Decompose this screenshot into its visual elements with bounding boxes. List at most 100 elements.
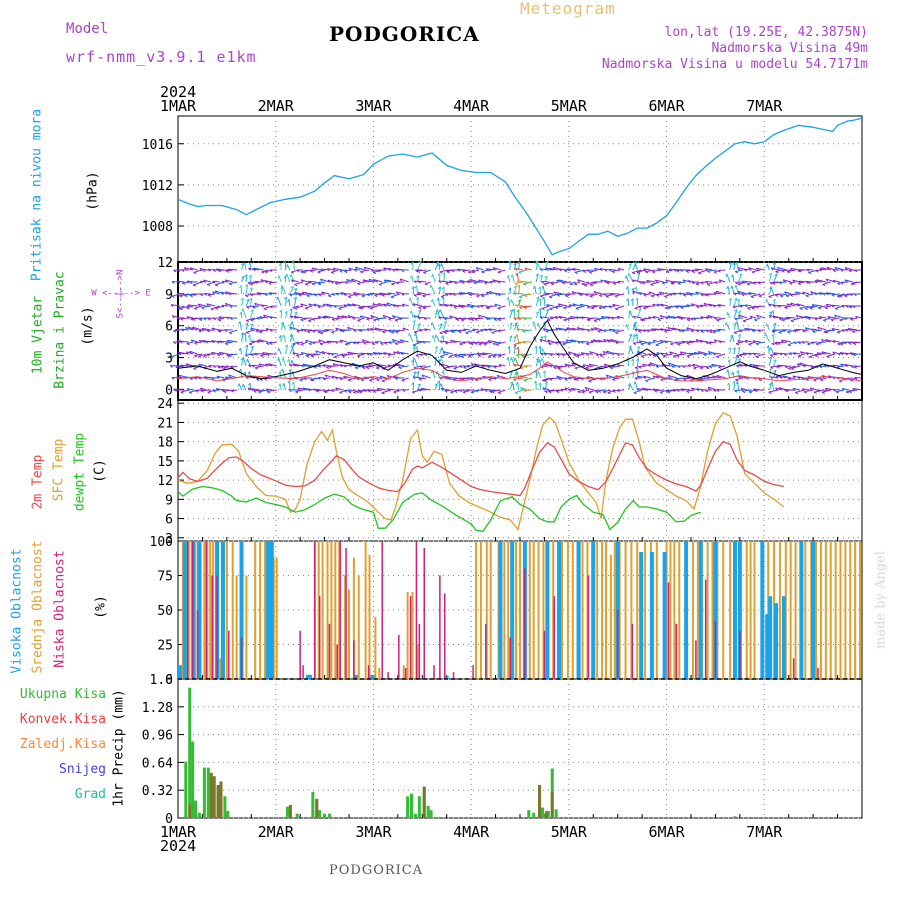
wind-vector-head [514,282,518,286]
wind-vector-head [537,359,541,363]
wind-vector-head [566,318,570,321]
wind-vector-head [169,365,173,368]
wind-vector-head [659,340,663,343]
wind-vector-head [534,369,538,373]
wind-vector-head [247,387,251,391]
wind-vector [497,280,506,283]
wind-vector [736,321,739,331]
wind-vector [740,387,748,391]
wind-vector [387,374,396,379]
wind-vector-head [771,310,774,314]
wind-vector-head [513,317,517,321]
wind-vector-head [698,272,702,275]
wind-vector-head [615,308,619,311]
wind-vector-head [538,308,542,312]
wind-vector-head [282,334,285,338]
wind-vector-head [480,388,484,392]
wind-vector [809,353,818,358]
wind-vector-head [565,339,569,343]
wind-vector-head [605,295,609,298]
cloud-ylabel-high: Visoka Oblacnost [9,548,25,674]
wind-vector-head [768,303,772,307]
wind-vector [377,387,387,391]
wind-vector-head [790,302,793,306]
wind-vector-head [217,354,221,357]
wind-vector-head [664,330,668,333]
wind-vector-head [463,366,467,370]
cloud-bar [639,552,644,679]
wind-vector-head [486,291,489,295]
wind-vector-head [439,323,443,326]
wind-vector [612,303,620,307]
wind-vector-head [250,323,254,326]
wind-vector [304,305,313,309]
wind-vector-head [297,387,301,391]
y-tick-label: 18 [157,436,173,451]
wind-vector-head [603,329,607,333]
wind-vector [254,365,264,369]
wind-vector-head [818,292,822,296]
wind-vector [278,347,282,355]
wind-vector-head [480,365,484,368]
precip-bar [546,811,550,818]
wind-vector [320,278,330,283]
wind-vector-head [489,281,493,284]
wind-vector-head [700,282,704,285]
wind-vector-head [269,292,272,296]
wind-vector-head [699,304,703,308]
wind-vector-head [782,329,786,333]
wind-vector [659,389,669,393]
wind-vector-head [322,364,326,368]
wind-vector-head [358,329,362,332]
wind-vector-head [652,339,656,343]
wind-vector-head [609,367,614,370]
wind-vector-head [229,305,233,308]
wind-vector [544,292,554,295]
wind-vector-head [712,331,716,334]
wind-vector [187,388,194,391]
wind-vector-head [324,374,328,378]
wind-vector-head [177,280,181,284]
wind-vector-head [558,377,562,381]
wind-vector [447,365,458,368]
wind-vector [734,317,743,320]
wind-vector-head [360,379,364,382]
wind-vector-head [413,294,417,297]
wind-vector [488,328,497,331]
wind-vector [792,279,801,283]
wind-vector-head [178,351,181,355]
wind-vector [305,339,313,343]
wind-vector [509,260,511,271]
wind-vector-head [744,327,747,331]
x-tick-label-bottom: 5MAR [551,823,588,841]
wind-vector [648,291,656,295]
wind-vector-head [300,271,304,274]
wind-vector [657,317,664,320]
wind-vector [366,317,374,320]
wind-vector-head [556,279,559,283]
precip-bar [197,812,201,818]
precip-bar [527,810,531,818]
wind-vector [523,281,532,285]
wind-vector-head [281,321,284,326]
wind-vector-head [638,292,642,296]
wind-vector-head [615,341,619,345]
wind-vector-head [202,269,206,273]
wind-vector [488,268,497,271]
wind-vector-head [470,343,474,346]
wind-vector-head [237,383,240,387]
wind-vector-head [290,360,293,364]
wind-vector [544,389,554,392]
wind-vector-head [793,352,797,356]
wind-vector [398,365,409,368]
wind-vector [514,357,520,367]
wind-vector-head [387,364,391,368]
wind-vector-head [446,270,450,274]
wind-vector [587,376,594,379]
cloud-bar [792,658,795,679]
wind-vector [201,305,211,308]
wind-vector-head [617,268,621,272]
wind-vector-head [839,319,843,322]
wind-vector-head [799,351,803,355]
wind-vector [654,389,664,392]
